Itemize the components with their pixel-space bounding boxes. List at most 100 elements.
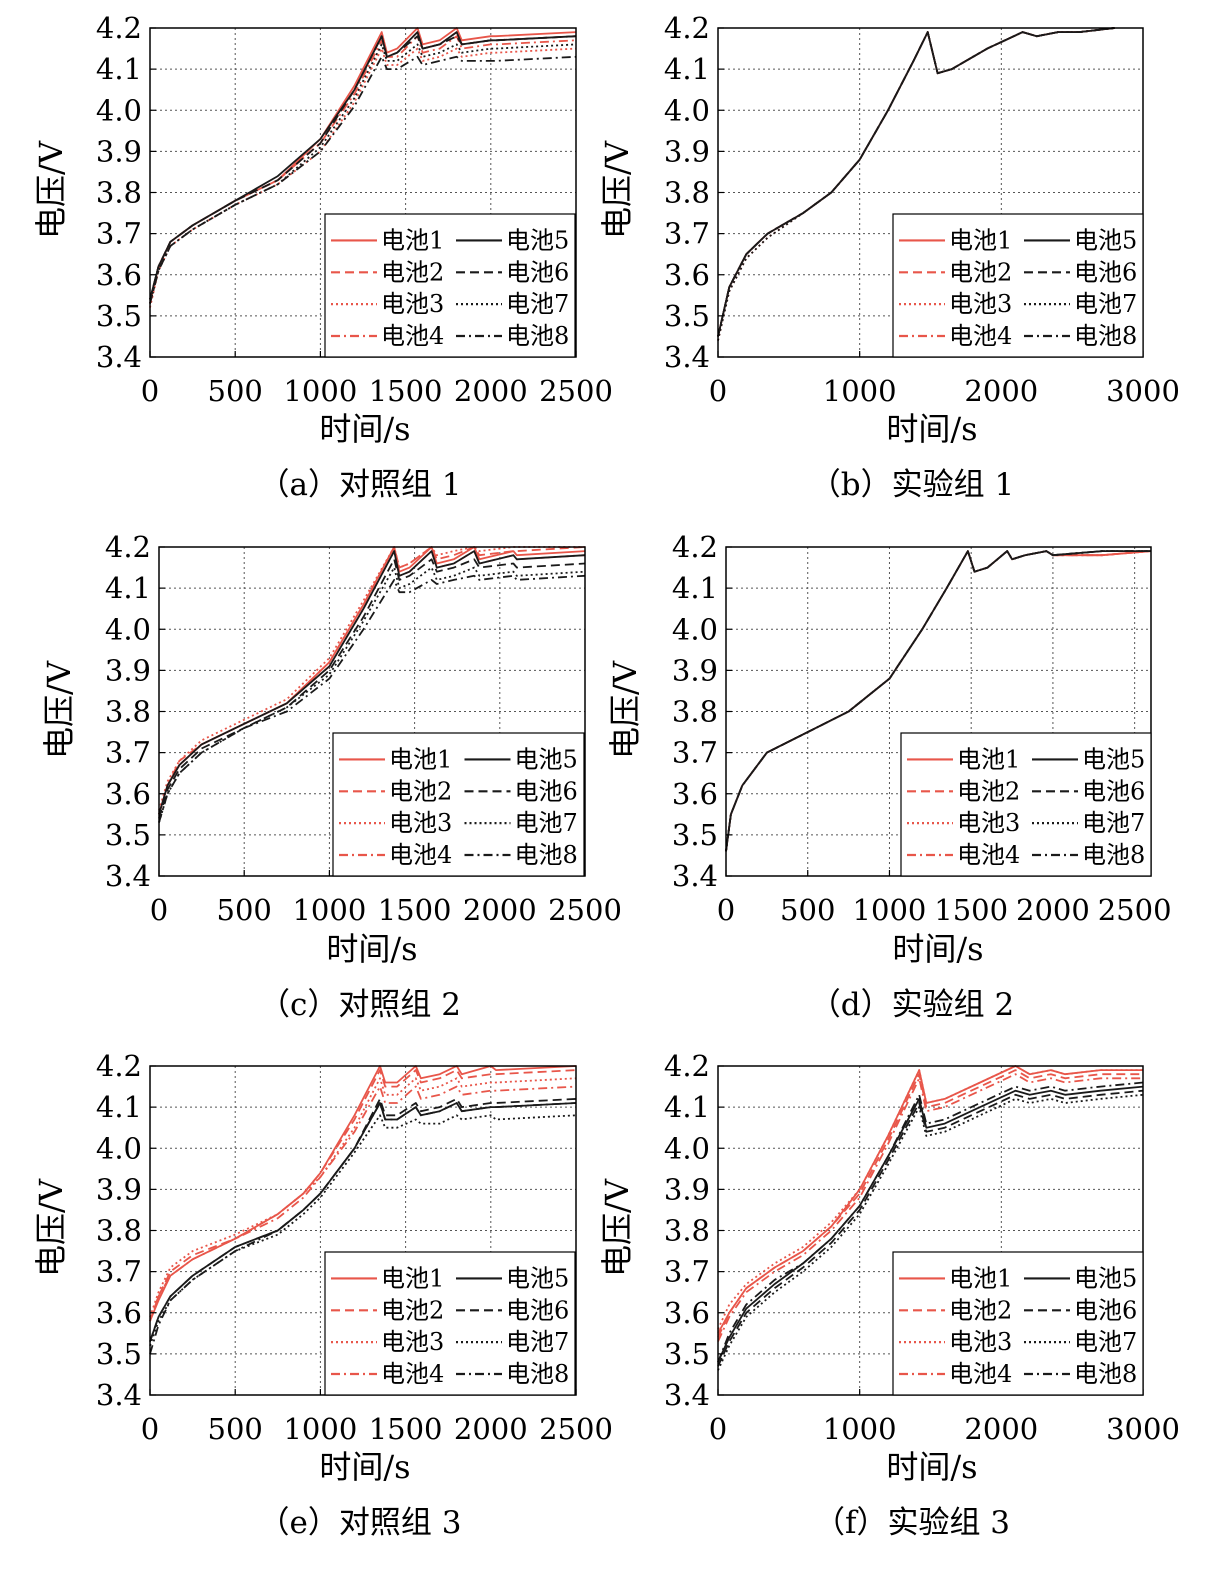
x-tick-label: 2000	[964, 374, 1038, 408]
y-tick-label: 4.2	[96, 11, 142, 45]
legend-label: 电池1	[957, 745, 1020, 773]
legend-label: 电池4	[949, 1360, 1012, 1388]
series-line	[717, 1065, 1143, 1330]
panel-d: 0 500 1000 1500 2000 2500 3.4 3.5 3.6 3.7 3.8 3.9 4.…	[606, 530, 1172, 1023]
legend-label: 电池7	[1082, 809, 1145, 837]
y-tick-label: 3.4	[96, 340, 142, 374]
legend-label: 电池8	[506, 1360, 569, 1388]
y-tick-label: 3.8	[105, 695, 151, 729]
y-tick-label: 4.1	[105, 571, 151, 605]
x-tick-label: 1000	[283, 374, 357, 408]
legend: 电池1 电池5 电池2 电池6 电池3 电池7 电池4 电池8	[892, 1251, 1144, 1396]
series-line	[725, 550, 1151, 852]
y-tick-label: 4.0	[664, 93, 710, 127]
series-line	[717, 27, 1115, 337]
legend-box	[324, 213, 576, 358]
legend-label: 电池5	[506, 1264, 569, 1292]
panel-caption: （d）实验组 2	[810, 987, 1014, 1023]
legend-label: 电池2	[381, 258, 444, 286]
y-tick-label: 3.5	[672, 818, 718, 852]
y-tick-label: 4.1	[96, 52, 142, 86]
x-tick-label: 0	[717, 893, 735, 927]
y-tick-label: 4.2	[105, 530, 151, 564]
x-tick-label: 1500	[378, 893, 452, 927]
x-tick-label: 2000	[454, 1412, 528, 1446]
x-tick-label: 1500	[369, 374, 443, 408]
legend-box	[324, 1251, 576, 1396]
legend-label: 电池3	[389, 809, 452, 837]
y-tick-label: 3.6	[96, 258, 142, 292]
series-line	[149, 1065, 577, 1322]
x-tick-label: 0	[141, 1412, 159, 1446]
y-axis-label: 电压/V	[606, 660, 644, 759]
legend-label: 电池3	[949, 290, 1012, 318]
legend-label: 电池6	[515, 777, 578, 805]
y-tick-label: 4.2	[672, 530, 718, 564]
y-tick-label: 4.1	[96, 1090, 142, 1124]
y-tick-label: 4.0	[664, 1131, 710, 1165]
y-tick-label: 4.0	[96, 93, 142, 127]
x-axis-label: 时间/s	[326, 930, 417, 968]
series-line	[149, 35, 577, 300]
y-axis-label: 电压/V	[32, 140, 70, 239]
series-line	[158, 574, 586, 823]
x-tick-label: 2500	[539, 1412, 613, 1446]
series-line	[717, 1081, 1144, 1363]
panel-e: 0 500 1000 1500 2000 2500 3.4 3.5 3.6 3.7 3.8 3.9 4.…	[32, 1049, 613, 1541]
x-tick-label: 500	[208, 374, 263, 408]
x-tick-label: 2000	[964, 1412, 1038, 1446]
x-tick-label: 2500	[1098, 893, 1172, 927]
series-line	[149, 47, 577, 308]
series-line	[149, 1098, 577, 1342]
panel-caption: （b）实验组 1	[810, 467, 1014, 503]
y-tick-label: 3.4	[105, 859, 151, 893]
y-tick-label: 3.5	[96, 299, 142, 333]
y-tick-label: 3.5	[664, 1337, 710, 1371]
y-axis-label: 电压/V	[598, 140, 636, 239]
legend-label: 电池6	[506, 1296, 569, 1324]
y-tick-label: 3.8	[664, 176, 710, 210]
legend-label: 电池3	[381, 1328, 444, 1356]
y-tick-label: 3.9	[96, 134, 142, 168]
y-axis-label: 电压/V	[32, 1178, 70, 1277]
x-tick-label: 2000	[454, 374, 528, 408]
legend-label: 电池5	[1074, 226, 1137, 254]
legend-box	[900, 732, 1152, 877]
x-tick-label: 0	[141, 374, 159, 408]
legend-label: 电池2	[381, 1296, 444, 1324]
legend: 电池1 电池5 电池2 电池6 电池3 电池7 电池4 电池8	[324, 1251, 576, 1396]
legend-label: 电池2	[389, 777, 452, 805]
legend-label: 电池3	[957, 809, 1020, 837]
y-tick-label: 3.8	[664, 1214, 710, 1248]
y-tick-label: 3.6	[664, 258, 710, 292]
y-tick-label: 3.7	[664, 217, 710, 251]
legend-label: 电池4	[381, 1360, 444, 1388]
x-tick-label: 0	[150, 893, 168, 927]
y-tick-label: 4.1	[664, 52, 710, 86]
series-line	[158, 558, 586, 819]
series-line	[149, 43, 577, 304]
y-tick-label: 3.5	[664, 299, 710, 333]
y-tick-label: 3.7	[96, 1255, 142, 1289]
legend-label: 电池6	[1082, 777, 1145, 805]
legend-label: 电池4	[957, 841, 1020, 869]
y-tick-label: 3.5	[105, 818, 151, 852]
y-tick-label: 3.9	[96, 1172, 142, 1206]
x-tick-label: 1000	[823, 1412, 897, 1446]
legend-label: 电池2	[949, 1296, 1012, 1324]
x-tick-label: 500	[780, 893, 835, 927]
panel-caption: （a）对照组 1	[258, 467, 461, 503]
series-line	[717, 1085, 1144, 1363]
legend-box	[332, 732, 585, 877]
series-line	[149, 1114, 577, 1346]
legend: 电池1 电池5 电池2 电池6 电池3 电池7 电池4 电池8	[900, 732, 1152, 877]
x-axis-label: 时间/s	[892, 930, 983, 968]
x-tick-label: 1000	[283, 1412, 357, 1446]
y-tick-label: 3.5	[96, 1337, 142, 1371]
legend-label: 电池1	[381, 1264, 444, 1292]
legend: 电池1 电池5 电池2 电池6 电池3 电池7 电池4 电池8	[324, 213, 576, 358]
series-line	[158, 566, 586, 823]
legend-label: 电池6	[1074, 1296, 1137, 1324]
series-line	[149, 1069, 577, 1322]
y-tick-label: 4.2	[664, 11, 710, 45]
